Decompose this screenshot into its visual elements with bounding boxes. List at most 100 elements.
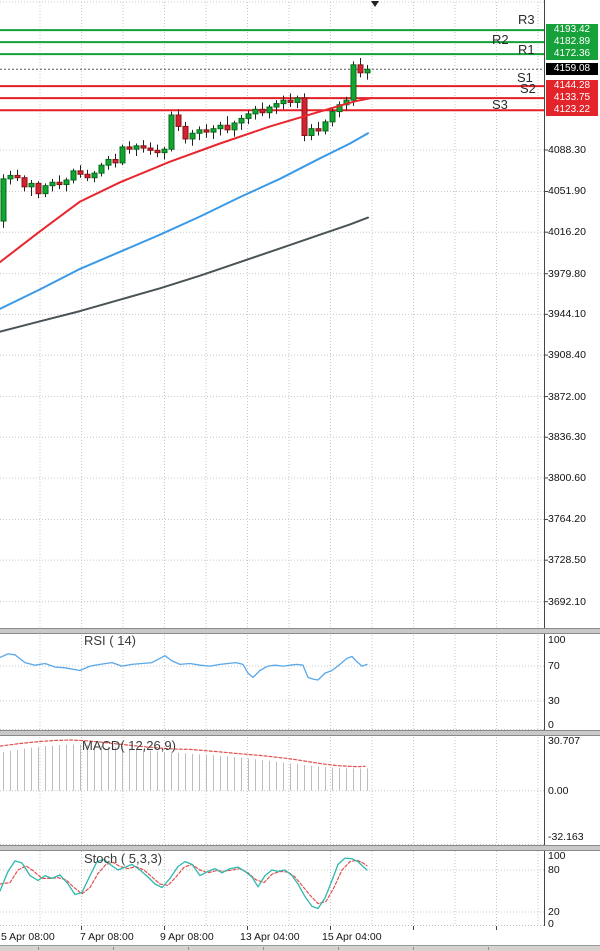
candle-body (287, 99, 294, 103)
price-tick-label: 3908.40 (548, 349, 586, 361)
price-tick-label: 4051.90 (548, 185, 586, 197)
price-tick-label: 3692.10 (548, 596, 586, 608)
macd-indicator-label: MACD( 12,26,9) (82, 738, 176, 753)
level-label-s3: S3 (492, 97, 508, 112)
candle-body (196, 129, 203, 134)
price-tag-s1: 4144.28 (546, 80, 598, 92)
candle-body (133, 145, 140, 150)
candle-body (364, 68, 371, 74)
current-price-tag: 4159.08 (546, 63, 598, 75)
slow-ma (0, 216, 369, 333)
level-label-r2: R2 (492, 32, 509, 47)
candle-body (329, 111, 336, 123)
candle-body (210, 128, 217, 133)
scrollbar-tick (263, 947, 264, 950)
price-tag-r3: 4193.42 (546, 24, 598, 36)
time-axis-label: 15 Apr 04:00 (322, 931, 382, 943)
macd-tick-label: 0.00 (548, 785, 569, 797)
candle-body (231, 122, 238, 131)
price-tick-label: 3944.10 (548, 308, 586, 320)
level-label-r3: R3 (518, 12, 535, 27)
time-axis-label: 9 Apr 08:00 (160, 931, 214, 943)
candle-body (77, 170, 84, 175)
price-tick-label: 3728.50 (548, 554, 586, 566)
down-arrow-marker (371, 1, 379, 7)
scrollbar-tick (38, 947, 39, 950)
candle-body (294, 97, 301, 103)
macd-tick-label: 30.707 (548, 735, 581, 747)
scrollbar-tick (188, 947, 189, 950)
candle-body (161, 148, 168, 154)
candle-body (175, 114, 182, 127)
rsi-line (0, 653, 368, 681)
candle-body (154, 149, 161, 154)
candle-body (182, 125, 189, 140)
price-tick-label: 3979.80 (548, 268, 586, 280)
candle-body (140, 145, 147, 149)
level-label-r1: R1 (518, 42, 535, 57)
candle-body (315, 128, 322, 132)
stoch-tick-label: 20 (548, 906, 560, 918)
candle-body (14, 174, 21, 179)
stoch-tick-label: 100 (548, 850, 566, 862)
fast-ma (0, 96, 373, 264)
candle-body (238, 117, 245, 124)
price-tick-label: 3872.00 (548, 391, 586, 403)
candle-body (259, 108, 266, 114)
candle-body (308, 128, 315, 137)
candle-body (273, 103, 280, 108)
candle-body (350, 64, 357, 101)
level-label-s1: S1 (517, 70, 533, 85)
scrollbar-tick (488, 947, 489, 950)
candle-body (119, 146, 126, 164)
candle-body (56, 181, 63, 186)
macd-stoch-panel-separator[interactable] (0, 845, 600, 851)
candle-body (70, 170, 77, 181)
stoch-indicator-label: Stoch ( 5,3,3) (84, 851, 163, 866)
price-tag-s3: 4123.22 (546, 104, 598, 116)
price-tag-r1: 4172.36 (546, 48, 598, 60)
candle-body (42, 185, 49, 195)
candle-body (49, 181, 56, 187)
rsi-tick-label: 70 (548, 660, 560, 672)
mid-ma (0, 132, 369, 310)
candle-body (336, 104, 343, 113)
candle-body (245, 113, 252, 119)
candle-body (280, 99, 287, 105)
macd-signal-line (0, 739, 366, 768)
horizontal-scrollbar[interactable] (0, 945, 600, 951)
price-tag-r2: 4182.89 (546, 36, 598, 48)
candle-body (189, 132, 196, 140)
candle-body (266, 106, 273, 114)
price-tick-label: 4016.20 (548, 226, 586, 238)
scrollbar-tick (413, 947, 414, 950)
rsi-tick-label: 30 (548, 695, 560, 707)
candle-body (112, 158, 119, 164)
time-axis-label: 13 Apr 04:00 (240, 931, 300, 943)
candle-body (252, 108, 259, 115)
candle-body (168, 114, 175, 150)
rsi-tick-label: 100 (548, 634, 566, 646)
rsi-indicator-label: RSI ( 14) (84, 633, 137, 648)
macd-tick-label: -32.163 (548, 831, 584, 843)
candle-body (28, 182, 35, 188)
price-tick-label: 3836.30 (548, 431, 586, 443)
main-rsi-panel-separator[interactable] (0, 628, 600, 634)
scrollbar-tick (113, 947, 114, 950)
price-tag-s2: 4133.75 (546, 92, 598, 104)
rsi-macd-panel-separator[interactable] (0, 730, 600, 736)
candle-body (357, 64, 364, 74)
stoch-tick-label: 80 (548, 864, 560, 876)
stoch-k-line (0, 857, 368, 910)
time-axis-label: 5 Apr 08:00 (1, 931, 55, 943)
candle-body (126, 146, 133, 150)
level-label-s2: S2 (520, 81, 536, 96)
stoch-d-line (0, 859, 368, 905)
scrollbar-tick (338, 947, 339, 950)
candle-body (322, 121, 329, 132)
candle-body (91, 172, 98, 179)
price-tick-label: 3764.20 (548, 513, 586, 525)
candle-body (84, 173, 91, 179)
